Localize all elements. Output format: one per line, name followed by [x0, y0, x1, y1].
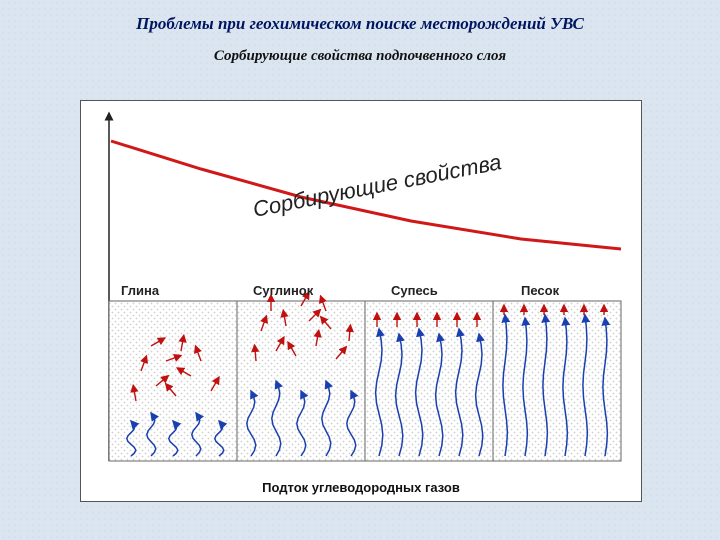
soil-label-0: Глина: [121, 283, 159, 298]
page-subtitle: Сорбирующие свойства подпочвенного слоя: [0, 48, 720, 65]
page-title: Проблемы при геохимическом поиске местор…: [0, 0, 720, 34]
soil-label-3: Песок: [521, 283, 559, 298]
soil-label-1: Суглинок: [253, 283, 313, 298]
diagram-figure: Сорбирующие свойства Глина Суглинок Супе…: [80, 100, 642, 502]
diagram-svg: [81, 101, 641, 501]
soil-label-2: Супесь: [391, 283, 438, 298]
bottom-label: Подток углеводородных газов: [81, 480, 641, 495]
